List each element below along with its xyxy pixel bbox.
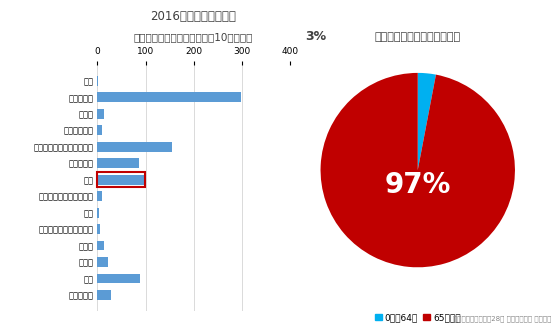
Text: 主な死因による死亡率（人口10万人対）: 主な死因による死亡率（人口10万人対） (134, 32, 253, 42)
Bar (97, 92, 241, 102)
Bar (97, 142, 172, 152)
Bar (97, 241, 104, 250)
Bar (97, 158, 139, 168)
Bar (97, 109, 104, 119)
Bar (97, 273, 140, 284)
Text: 総務省統計局　平成28年 人口動態調査 より作成: 総務省統計局 平成28年 人口動態調査 より作成 (453, 316, 551, 322)
Wedge shape (418, 73, 436, 170)
Bar (97, 290, 111, 300)
Bar (97, 76, 99, 86)
Text: 97%: 97% (384, 171, 451, 199)
Text: 3%: 3% (305, 30, 326, 43)
Bar (97, 224, 100, 234)
Bar (97, 208, 99, 217)
Bar (97, 257, 108, 267)
Text: 2016年　人口動態調査: 2016年 人口動態調査 (150, 10, 237, 23)
Bar (97, 125, 102, 135)
Wedge shape (320, 73, 515, 267)
Legend: 0歳〜64歳, 65歳以上: 0歳〜64歳, 65歳以上 (371, 310, 465, 324)
Title: 肺炎による死亡　年代別比較: 肺炎による死亡 年代別比較 (375, 32, 461, 42)
Bar (97, 175, 144, 185)
Bar (97, 191, 102, 201)
